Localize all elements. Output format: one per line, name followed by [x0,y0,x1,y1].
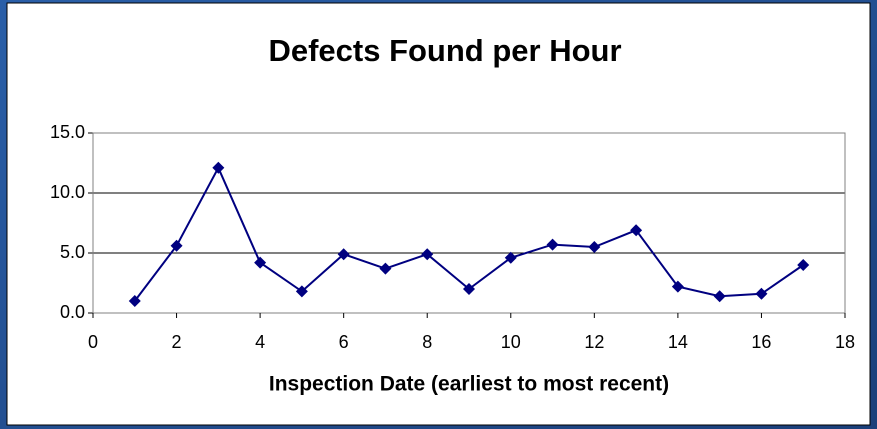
marker [546,238,559,251]
x-tick-label: 10 [501,332,521,352]
marker [797,259,810,271]
marker [379,262,392,275]
marker [630,224,643,237]
x-tick-label: 4 [255,332,265,352]
marker [463,283,475,295]
y-tick-label: 10.0 [50,182,85,202]
marker [504,251,517,264]
chart-area [6,2,871,426]
marker [421,248,434,261]
x-tick-label: 0 [88,332,98,352]
marker [212,161,225,174]
x-tick-label: 6 [339,332,349,352]
y-tick-label: 0.0 [60,302,85,322]
y-tick-label: 5.0 [60,242,85,262]
marker [295,285,308,298]
y-tick-label: 15.0 [50,122,85,142]
plot-frame [92,132,846,314]
x-tick-label: 16 [751,332,771,352]
x-tick-label: 2 [172,332,182,352]
marker [254,256,267,269]
marker [170,239,183,252]
x-tick-label: 12 [584,332,604,352]
x-tick-label: 8 [422,332,432,352]
marker [671,280,684,293]
x-tick-label: 18 [835,332,855,352]
marker [128,295,141,307]
chart-title: Defects Found per Hour [268,33,621,68]
marker [755,287,768,300]
marker [337,248,350,261]
x-tick-label: 14 [668,332,688,352]
x-axis-label: Inspection Date (earliest to most recent… [269,373,669,396]
marker [713,290,726,303]
marker [588,241,601,253]
